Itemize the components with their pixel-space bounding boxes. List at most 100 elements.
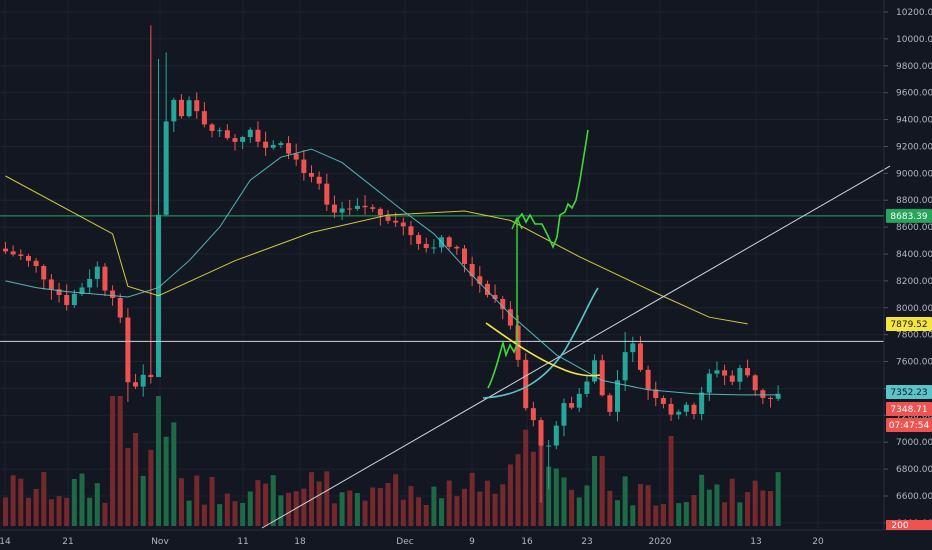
volume-bar	[446, 480, 452, 526]
candle-body	[18, 254, 24, 256]
candle-body	[48, 279, 54, 290]
candle-body	[668, 403, 674, 415]
candle-body	[653, 389, 659, 399]
candle-body	[492, 294, 498, 299]
price-tick-label: 8400.00	[896, 250, 932, 260]
candle-body	[79, 287, 85, 294]
volume-bar	[339, 492, 345, 526]
candle-body	[691, 404, 697, 415]
volume-bar	[347, 490, 353, 526]
volume-bar	[178, 478, 184, 526]
candle-body	[706, 373, 712, 393]
volume-bar	[163, 436, 169, 526]
volume-bar	[423, 505, 429, 526]
candle-body	[232, 138, 238, 142]
candle-body	[133, 382, 139, 387]
volume-bar	[224, 493, 230, 526]
time-axis[interactable]: 14 21 Nov 11 18 Dec 9 16 23 2020 13 20	[0, 529, 932, 547]
green-projection-target	[516, 129, 589, 250]
candle-body	[3, 248, 8, 252]
volume-bar	[354, 493, 360, 526]
candle-body	[676, 411, 682, 415]
candle-body	[645, 369, 651, 390]
volume-bar	[691, 495, 697, 526]
volume-bar	[41, 472, 47, 526]
price-badge	[886, 418, 932, 432]
volume-bar	[615, 500, 620, 526]
candle-body	[255, 129, 261, 142]
volume-bar	[18, 478, 24, 526]
volume-bar	[622, 476, 628, 526]
volume-bar	[492, 493, 498, 526]
price-tick-label: 7600.00	[896, 358, 932, 368]
volume-bar	[530, 451, 536, 526]
price-badge-label: 7879.52	[890, 320, 927, 330]
ascending-trendline	[261, 165, 891, 529]
candle-body	[469, 263, 475, 277]
candle-body	[316, 176, 322, 184]
candle-body	[400, 222, 406, 227]
price-tick-label: 8600.00	[896, 223, 932, 233]
volume-bar	[393, 474, 399, 526]
price-badge-label: 8683.39	[890, 212, 927, 222]
candle-body	[247, 129, 253, 138]
volume-bar	[660, 504, 666, 526]
volume-bar	[25, 497, 31, 526]
candle-body	[393, 220, 399, 223]
price-tick-label: 7200.00	[896, 411, 932, 421]
volume-bar	[775, 472, 781, 526]
candle-body	[64, 294, 70, 306]
candle-body	[125, 317, 131, 383]
volume-bar	[94, 483, 100, 526]
volume-bar	[523, 429, 529, 526]
volume-bar	[286, 492, 292, 526]
volume-bar	[125, 448, 131, 526]
candle-body	[102, 266, 108, 291]
volume-bar	[561, 477, 567, 526]
time-tick-label: Nov	[151, 537, 169, 547]
candle-body	[240, 137, 246, 142]
volume-bar	[370, 487, 376, 526]
price-tick-label: 8000.00	[896, 304, 932, 314]
volume-bar	[278, 495, 284, 526]
candle-body	[377, 208, 383, 216]
candle-body	[576, 393, 582, 408]
green-projection-start	[487, 340, 519, 389]
price-tick-label: 9600.00	[896, 89, 932, 99]
volume-bar	[232, 501, 238, 526]
candle-body	[194, 100, 200, 112]
price-axis[interactable]: 10200.00 10000.00 9800.00 9600.00 9400.00 920…	[883, 0, 932, 530]
volume-bar	[194, 475, 200, 526]
time-tick-label: 16	[521, 537, 533, 547]
candle-body	[622, 352, 628, 381]
candle-body	[10, 251, 16, 255]
candle-body	[500, 298, 506, 310]
candle-body	[217, 130, 223, 132]
candle-body	[538, 420, 544, 446]
volume-bar	[87, 497, 93, 526]
volume-badge-label: 200	[891, 521, 908, 531]
candle-body	[637, 343, 643, 370]
candle-body	[477, 276, 483, 284]
volume-bar	[607, 490, 613, 526]
candle-body	[25, 255, 31, 261]
volume-bar	[117, 396, 123, 526]
price-tick-label: 9000.00	[896, 169, 932, 179]
price-badge	[886, 402, 932, 416]
indicator-lines	[5, 129, 891, 529]
horizontal-levels	[0, 215, 884, 342]
time-tick-label: 2020	[649, 537, 672, 547]
time-tick-label: 11	[237, 537, 248, 547]
price-tick-label: 9200.00	[896, 142, 932, 152]
candle-body	[117, 297, 123, 318]
price-tick-label: 8800.00	[896, 196, 932, 206]
volume-bar	[362, 500, 368, 526]
time-tick-label: 23	[581, 537, 592, 547]
volume-bar	[56, 496, 62, 526]
candle-body	[293, 153, 299, 160]
candle-body	[33, 260, 39, 267]
volume-bar	[102, 502, 108, 526]
volume-bar	[324, 471, 330, 526]
price-tick-label: 9800.00	[896, 62, 932, 72]
